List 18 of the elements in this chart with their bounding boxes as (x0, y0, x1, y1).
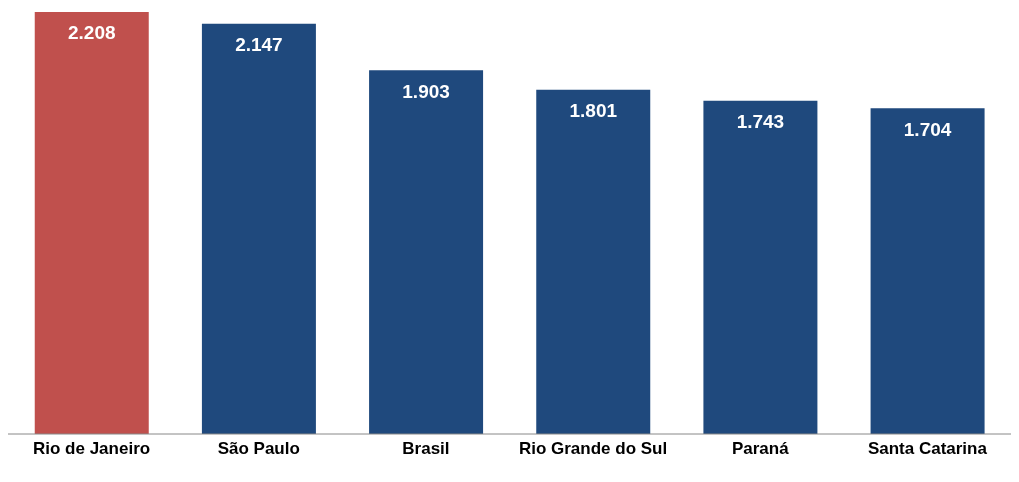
bar (870, 108, 985, 434)
x-tick-label: Santa Catarina (867, 439, 988, 459)
bar (369, 70, 484, 434)
data-label: 1.801 (569, 100, 618, 122)
x-tick-label: São Paulo (217, 439, 300, 459)
bar (201, 23, 316, 434)
bar (34, 12, 149, 434)
data-label: 1.704 (903, 118, 952, 140)
data-label: 2.208 (67, 22, 116, 44)
bar (536, 89, 651, 434)
data-label: 1.743 (736, 111, 785, 133)
bar (703, 100, 818, 434)
x-tick-label: Brasil (402, 439, 450, 459)
data-label: 1.903 (402, 80, 450, 102)
x-tick-label: Rio de Janeiro (33, 439, 151, 459)
x-tick-label: Rio Grande do Sul (518, 439, 668, 459)
x-tick-label: Paraná (731, 439, 790, 459)
data-label: 2.147 (235, 34, 283, 56)
